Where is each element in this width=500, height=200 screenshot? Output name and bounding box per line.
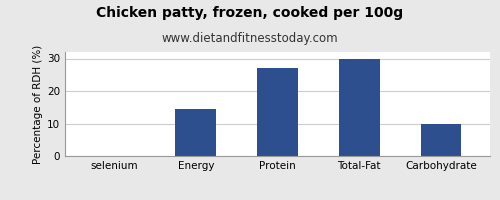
Bar (339, 58, 380, 156)
Text: Chicken patty, frozen, cooked per 100g: Chicken patty, frozen, cooked per 100g (96, 6, 404, 20)
Bar (176, 109, 216, 156)
Text: www.dietandfitnesstoday.com: www.dietandfitnesstoday.com (162, 32, 338, 45)
Bar (257, 68, 298, 156)
Y-axis label: Percentage of RDH (%): Percentage of RDH (%) (33, 44, 43, 164)
Bar (420, 123, 462, 156)
